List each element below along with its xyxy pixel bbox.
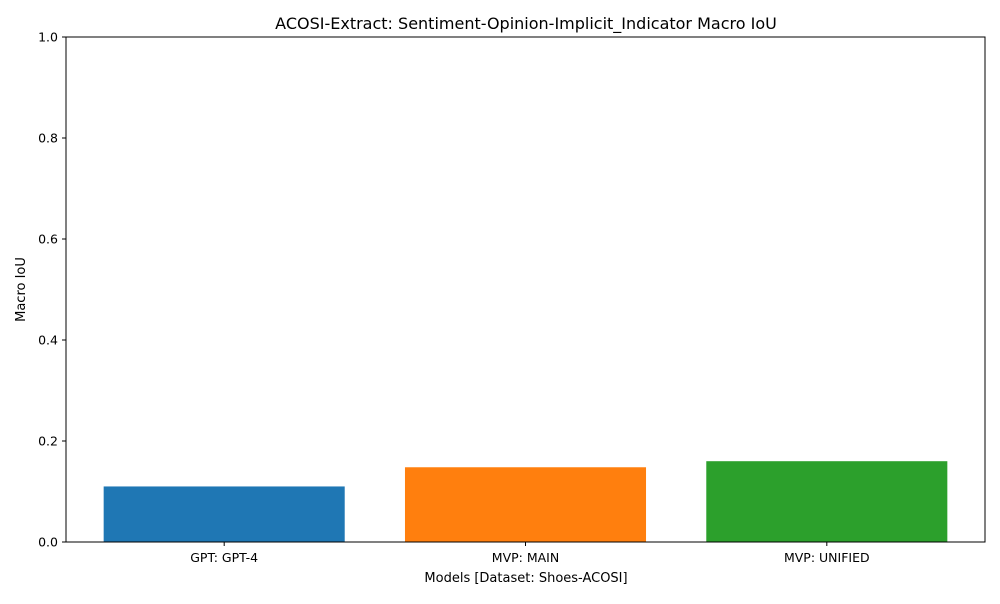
bar-mvp-unified: [706, 461, 948, 542]
y-tick-label: 0.2: [38, 434, 58, 449]
bar-mvp-main: [404, 467, 647, 542]
chart-title: ACOSI-Extract: Sentiment-Opinion-Implici…: [275, 14, 777, 34]
bars-layer: [103, 461, 948, 542]
x-tick-label: MVP: UNIFIED: [784, 550, 870, 565]
y-tick-label: 0.8: [38, 131, 58, 146]
bar-gpt-gpt-4: [103, 486, 345, 542]
x-axis-ticks: GPT: GPT-4 MVP: MAIN MVP: UNIFIED: [190, 542, 870, 565]
y-tick-label: 0.0: [38, 535, 58, 550]
y-axis-ticks: 0.0 0.2 0.4 0.6 0.8 1.0: [38, 30, 66, 550]
y-tick-label: 0.6: [38, 232, 58, 247]
y-tick-label: 1.0: [38, 30, 58, 45]
plot-frame: [65, 36, 986, 543]
x-axis-label: Models [Dataset: Shoes-ACOSI]: [424, 571, 627, 586]
y-axis-label: Macro IoU: [14, 257, 29, 322]
y-tick-label: 0.4: [38, 333, 58, 348]
x-tick-label: MVP: MAIN: [492, 550, 559, 565]
x-tick-label: GPT: GPT-4: [190, 550, 258, 565]
